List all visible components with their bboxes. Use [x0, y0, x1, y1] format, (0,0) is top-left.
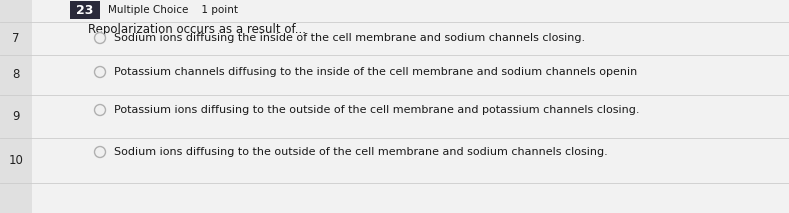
- Bar: [0, 0, 32, 213]
- Text: 23: 23: [77, 3, 94, 16]
- Text: Sodium ions diffusing the inside of the cell membrane and sodium channels closin: Sodium ions diffusing the inside of the …: [114, 33, 585, 43]
- Text: Potassium channels diffusing to the inside of the cell membrane and sodium chann: Potassium channels diffusing to the insi…: [114, 67, 638, 77]
- Text: 10: 10: [9, 154, 24, 167]
- Text: 9: 9: [13, 109, 20, 122]
- Circle shape: [95, 147, 106, 157]
- Circle shape: [95, 33, 106, 43]
- Text: Sodium ions diffusing to the outside of the cell membrane and sodium channels cl: Sodium ions diffusing to the outside of …: [114, 147, 608, 157]
- Circle shape: [95, 66, 106, 78]
- Text: 7: 7: [13, 32, 20, 45]
- Text: Repolarization occurs as a result of...: Repolarization occurs as a result of...: [88, 23, 306, 36]
- Text: Potassium ions diffusing to the outside of the cell membrane and potassium chann: Potassium ions diffusing to the outside …: [114, 105, 640, 115]
- Text: Multiple Choice    1 point: Multiple Choice 1 point: [108, 5, 238, 15]
- Bar: [70, 1, 100, 19]
- Circle shape: [95, 105, 106, 115]
- Text: 8: 8: [13, 69, 20, 82]
